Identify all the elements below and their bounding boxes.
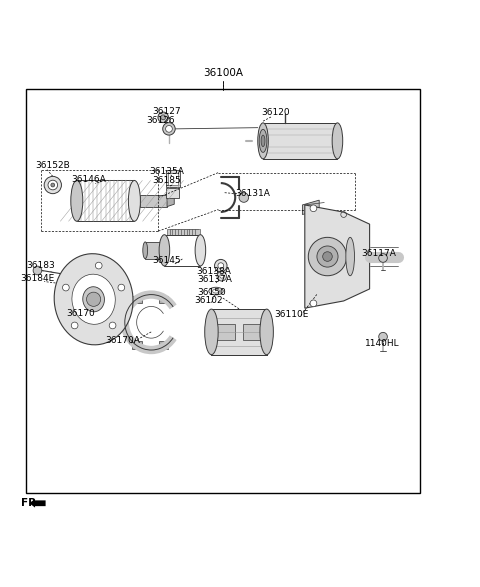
Circle shape <box>218 263 224 268</box>
Bar <box>181 229 186 235</box>
Polygon shape <box>305 205 370 308</box>
Bar <box>166 188 179 197</box>
Bar <box>132 296 142 303</box>
Text: 36131A: 36131A <box>235 188 270 197</box>
Text: 36146A: 36146A <box>71 175 106 184</box>
Bar <box>192 229 197 235</box>
Circle shape <box>51 183 55 187</box>
Ellipse shape <box>72 274 115 324</box>
Ellipse shape <box>54 254 133 345</box>
Ellipse shape <box>204 309 218 355</box>
Polygon shape <box>167 195 174 207</box>
Text: 36185: 36185 <box>153 176 181 184</box>
Circle shape <box>158 112 168 123</box>
Circle shape <box>86 292 101 306</box>
Bar <box>172 229 178 235</box>
Circle shape <box>215 259 227 272</box>
Circle shape <box>62 284 69 291</box>
Bar <box>140 195 167 207</box>
Circle shape <box>217 271 227 281</box>
Bar <box>132 341 142 349</box>
Bar <box>263 123 337 159</box>
Circle shape <box>161 115 166 120</box>
Text: 36138A: 36138A <box>196 267 231 276</box>
Text: 36145: 36145 <box>153 256 181 265</box>
Ellipse shape <box>260 309 274 355</box>
Circle shape <box>71 322 78 329</box>
Circle shape <box>166 126 172 132</box>
Circle shape <box>310 300 317 306</box>
Bar <box>145 242 159 259</box>
Text: 36150: 36150 <box>197 288 226 298</box>
Circle shape <box>44 176 61 194</box>
Text: 36184E: 36184E <box>20 274 54 284</box>
Circle shape <box>308 237 347 276</box>
Bar <box>158 341 168 349</box>
Bar <box>168 173 178 184</box>
Text: 36100A: 36100A <box>203 68 243 77</box>
Circle shape <box>163 123 175 135</box>
Text: 36120: 36120 <box>262 108 290 117</box>
Circle shape <box>96 262 102 269</box>
Bar <box>190 229 195 235</box>
Text: 36126: 36126 <box>146 116 175 125</box>
Bar <box>215 323 235 340</box>
Text: 36170A: 36170A <box>106 336 141 345</box>
Bar <box>175 229 180 235</box>
Circle shape <box>220 274 224 278</box>
Ellipse shape <box>71 180 83 221</box>
Text: 36183: 36183 <box>26 261 55 271</box>
Polygon shape <box>302 200 319 214</box>
Bar <box>243 323 263 340</box>
Circle shape <box>48 180 58 190</box>
Ellipse shape <box>143 242 148 259</box>
Bar <box>158 296 168 303</box>
Text: 36152B: 36152B <box>35 161 70 170</box>
Text: 36110E: 36110E <box>275 310 309 319</box>
Text: 36135A: 36135A <box>149 167 184 176</box>
Ellipse shape <box>346 237 354 276</box>
Bar <box>195 229 200 235</box>
Ellipse shape <box>209 287 223 295</box>
Ellipse shape <box>159 235 170 266</box>
Ellipse shape <box>332 123 343 159</box>
FancyArrow shape <box>29 499 46 508</box>
Circle shape <box>379 254 387 262</box>
Bar <box>178 229 183 235</box>
Ellipse shape <box>195 235 205 266</box>
Text: 36127: 36127 <box>153 107 181 116</box>
Circle shape <box>109 322 116 329</box>
Ellipse shape <box>213 289 219 293</box>
Text: 1140HL: 1140HL <box>365 339 399 348</box>
Ellipse shape <box>83 286 105 312</box>
Circle shape <box>33 266 42 275</box>
Circle shape <box>317 246 338 267</box>
Bar <box>169 229 175 235</box>
Circle shape <box>379 332 387 341</box>
Bar <box>184 229 189 235</box>
Text: 36102: 36102 <box>194 296 223 305</box>
Text: FR.: FR. <box>21 498 40 508</box>
Ellipse shape <box>258 123 268 159</box>
Circle shape <box>310 205 317 212</box>
Bar <box>187 229 192 235</box>
Bar <box>211 309 267 355</box>
Bar <box>167 229 172 235</box>
Text: 36170: 36170 <box>66 309 95 318</box>
Ellipse shape <box>129 180 140 221</box>
Bar <box>166 170 180 187</box>
Text: 36137A: 36137A <box>197 275 232 284</box>
Text: 36117A: 36117A <box>361 249 396 258</box>
Circle shape <box>118 284 125 291</box>
Circle shape <box>239 193 249 203</box>
Bar <box>26 89 420 492</box>
Circle shape <box>323 252 332 261</box>
Ellipse shape <box>259 129 267 153</box>
Ellipse shape <box>261 135 265 147</box>
